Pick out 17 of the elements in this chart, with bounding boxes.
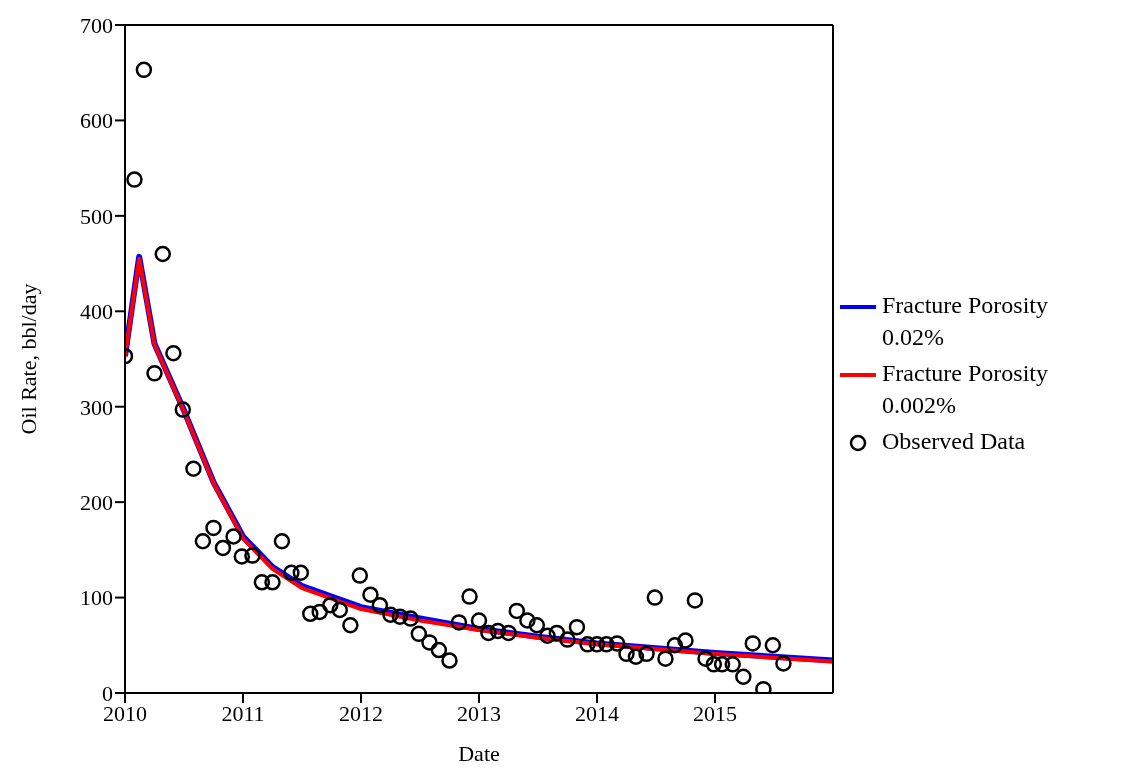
y-tick-label: 500 bbox=[80, 203, 113, 229]
legend-label: Fracture Porosity 0.002% bbox=[882, 359, 1049, 420]
y-tick-label: 400 bbox=[80, 299, 113, 325]
y-tick-label: 100 bbox=[80, 585, 113, 611]
y-tick-label: 600 bbox=[80, 108, 113, 134]
y-tick-label: 700 bbox=[80, 12, 113, 38]
y-tick-label: 300 bbox=[80, 394, 113, 420]
x-axis-title: Date bbox=[458, 741, 500, 766]
y-axis-title: Oil Rate, bbl/day bbox=[15, 283, 41, 435]
x-tick-label: 2015 bbox=[693, 700, 737, 726]
y-tick-label: 200 bbox=[80, 489, 113, 515]
legend-label: Observed Data bbox=[882, 427, 1027, 456]
legend-label: Fracture Porosity 0.02% bbox=[882, 291, 1049, 352]
x-tick-label: 2011 bbox=[221, 700, 265, 726]
x-tick-label: 2012 bbox=[339, 700, 383, 726]
x-tick-label: 2013 bbox=[457, 700, 501, 726]
x-tick-label: 2014 bbox=[575, 700, 619, 726]
